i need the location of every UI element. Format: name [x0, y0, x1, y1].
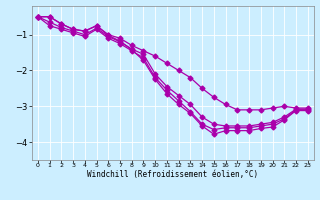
X-axis label: Windchill (Refroidissement éolien,°C): Windchill (Refroidissement éolien,°C): [87, 170, 258, 179]
